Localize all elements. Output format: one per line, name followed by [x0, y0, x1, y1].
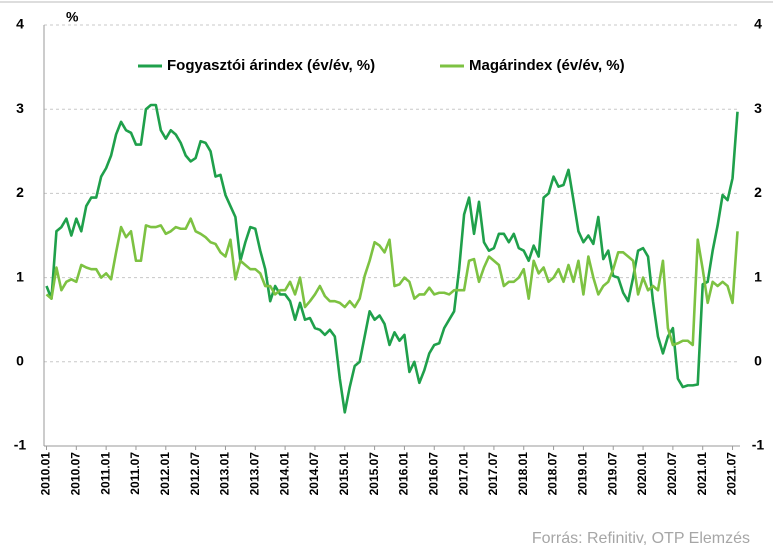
y-tick-label: -1 — [14, 437, 27, 453]
y-tick-label: 4 — [16, 16, 24, 32]
x-tick-label: 2017.07 — [486, 452, 500, 496]
x-tick-label: 2016.07 — [426, 452, 440, 496]
x-tick-label: 2020.01 — [635, 452, 649, 496]
legend-label: Magárindex (év/év, %) — [469, 57, 625, 74]
x-tick-label: 2018.01 — [516, 452, 530, 496]
y2-tick-label: 1 — [754, 268, 762, 284]
x-tick-label: 2010.01 — [39, 452, 53, 496]
x-tick-label: 2021.01 — [695, 452, 709, 496]
x-tick-label: 2020.07 — [665, 452, 679, 496]
y2-tick-label: 4 — [754, 16, 762, 32]
source: Forrás: Refinitiv, OTP Elemzés — [532, 530, 750, 547]
series-line — [45, 217, 739, 347]
y2-tick-label: 0 — [754, 353, 762, 369]
x-tick-label: 2013.07 — [247, 452, 261, 496]
x-tick-label: 2012.07 — [188, 452, 202, 496]
y-tick-label: 3 — [16, 100, 24, 116]
x-tick-label: 2021.07 — [725, 452, 739, 496]
y2-tick-label: 3 — [754, 100, 762, 116]
y-tick-label: 1 — [16, 268, 24, 284]
x-tick-label: 2019.01 — [576, 452, 590, 496]
x-tick-label: 2014.01 — [277, 452, 291, 496]
y2-tick-label: -1 — [752, 437, 765, 453]
x-tick-label: 2016.01 — [397, 452, 411, 496]
y2-tick-label: 2 — [754, 184, 762, 200]
y-tick-label: 0 — [16, 353, 24, 369]
x-tick-label: 2013.01 — [218, 452, 232, 496]
x-tick-label: 2014.07 — [307, 452, 321, 496]
x-tick-label: 2012.01 — [158, 452, 172, 496]
x-tick-label: 2011.01 — [98, 452, 112, 495]
x-tick-label: 2017.01 — [456, 452, 470, 496]
x-tick-label: 2015.07 — [367, 452, 381, 496]
x-tick-label: 2010.07 — [68, 452, 82, 496]
y-unit: % — [66, 9, 79, 25]
y-tick-label: 2 — [16, 184, 24, 200]
series-line — [45, 103, 739, 414]
x-tick-label: 2018.07 — [546, 452, 560, 496]
legend-label: Fogyasztói árindex (év/év, %) — [167, 57, 375, 74]
x-tick-label: 2011.07 — [128, 452, 142, 495]
x-tick-label: 2019.07 — [605, 452, 619, 496]
x-tick-label: 2015.01 — [337, 452, 351, 496]
